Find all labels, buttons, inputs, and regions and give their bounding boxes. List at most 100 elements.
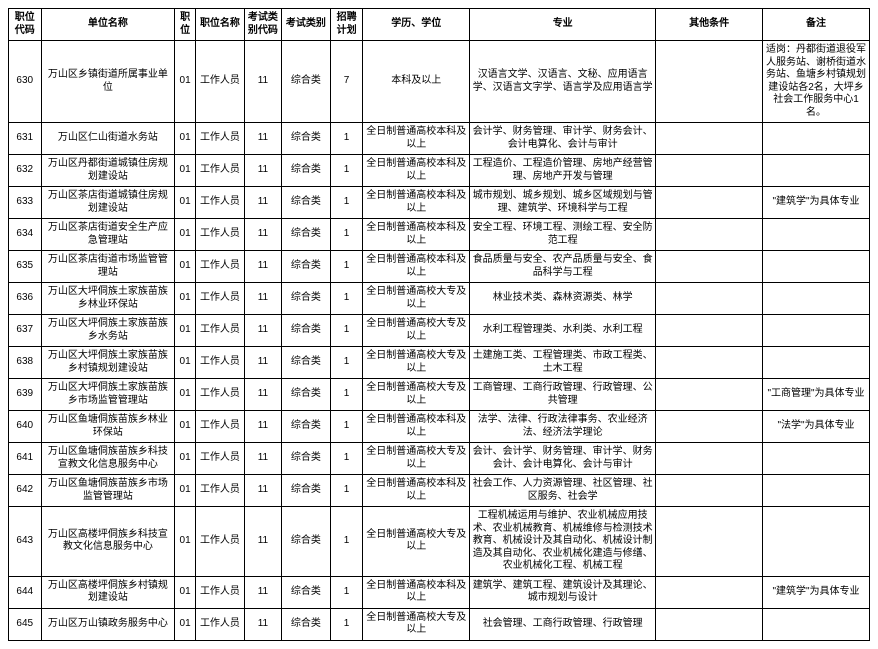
cell-examCode: 11 xyxy=(244,443,281,475)
table-row: 636万山区大坪侗族土家族苗族乡林业环保站01工作人员11综合类1全日制普通高校… xyxy=(9,283,870,315)
cell-unit: 万山区茶店街道市场监管管理站 xyxy=(41,251,175,283)
cell-unit: 万山区丹都街道城镇住房规划建设站 xyxy=(41,155,175,187)
cell-major: 建筑学、建筑工程、建筑设计及其理论、城市规划与设计 xyxy=(470,576,656,608)
cell-note: "法学"为具体专业 xyxy=(763,411,870,443)
cell-examType: 综合类 xyxy=(282,187,331,219)
cell-pos: 01 xyxy=(175,155,196,187)
cell-examType: 综合类 xyxy=(282,443,331,475)
col-examcd: 考试类别代码 xyxy=(244,9,281,41)
table-header: 职位代码 单位名称 职位 职位名称 考试类别代码 考试类别 招聘计划 学历、学位… xyxy=(9,9,870,41)
cell-examCode: 11 xyxy=(244,123,281,155)
cell-major: 林业技术类、森林资源类、林学 xyxy=(470,283,656,315)
cell-major: 社会工作、人力资源管理、社区管理、社区服务、社会学 xyxy=(470,475,656,507)
cell-note xyxy=(763,251,870,283)
cell-unit: 万山区乡镇街道所属事业单位 xyxy=(41,41,175,123)
table-row: 638万山区大坪侗族土家族苗族乡村镇规划建设站01工作人员11综合类1全日制普通… xyxy=(9,347,870,379)
cell-edu: 全日制普通高校本科及以上 xyxy=(363,251,470,283)
cell-plan: 1 xyxy=(330,576,363,608)
table-row: 643万山区高楼坪侗族乡科技宣教文化信息服务中心01工作人员11综合类1全日制普… xyxy=(9,507,870,577)
cell-other xyxy=(656,475,763,507)
cell-unit: 万山区大坪侗族土家族苗族乡水务站 xyxy=(41,315,175,347)
cell-examCode: 11 xyxy=(244,475,281,507)
cell-note xyxy=(763,283,870,315)
cell-examType: 综合类 xyxy=(282,475,331,507)
cell-plan: 1 xyxy=(330,187,363,219)
cell-pos: 01 xyxy=(175,475,196,507)
cell-plan: 1 xyxy=(330,443,363,475)
cell-pos: 01 xyxy=(175,251,196,283)
cell-posName: 工作人员 xyxy=(196,219,245,251)
cell-pos: 01 xyxy=(175,283,196,315)
cell-major: 食品质量与安全、农产品质量与安全、食品科学与工程 xyxy=(470,251,656,283)
cell-note xyxy=(763,219,870,251)
cell-examCode: 11 xyxy=(244,608,281,640)
cell-major: 工商管理、工商行政管理、行政管理、公共管理 xyxy=(470,379,656,411)
cell-edu: 全日制普通高校大专及以上 xyxy=(363,347,470,379)
col-posnm: 职位名称 xyxy=(196,9,245,41)
cell-examType: 综合类 xyxy=(282,315,331,347)
cell-code: 644 xyxy=(9,576,42,608)
col-edu: 学历、学位 xyxy=(363,9,470,41)
table-row: 642万山区鱼塘侗族苗族乡市场监管管理站01工作人员11综合类1全日制普通高校本… xyxy=(9,475,870,507)
cell-plan: 1 xyxy=(330,379,363,411)
cell-other xyxy=(656,123,763,155)
cell-posName: 工作人员 xyxy=(196,576,245,608)
cell-posName: 工作人员 xyxy=(196,379,245,411)
cell-posName: 工作人员 xyxy=(196,315,245,347)
col-code: 职位代码 xyxy=(9,9,42,41)
cell-unit: 万山区万山镇政务服务中心 xyxy=(41,608,175,640)
cell-unit: 万山区高楼坪侗族乡村镇规划建设站 xyxy=(41,576,175,608)
table-row: 641万山区鱼塘侗族苗族乡科技宣教文化信息服务中心01工作人员11综合类1全日制… xyxy=(9,443,870,475)
cell-examType: 综合类 xyxy=(282,251,331,283)
cell-other xyxy=(656,251,763,283)
cell-edu: 全日制普通高校大专及以上 xyxy=(363,379,470,411)
cell-pos: 01 xyxy=(175,41,196,123)
table-row: 634万山区茶店街道安全生产应急管理站01工作人员11综合类1全日制普通高校本科… xyxy=(9,219,870,251)
cell-plan: 1 xyxy=(330,411,363,443)
cell-examCode: 11 xyxy=(244,576,281,608)
cell-pos: 01 xyxy=(175,443,196,475)
cell-pos: 01 xyxy=(175,315,196,347)
cell-unit: 万山区高楼坪侗族乡科技宣教文化信息服务中心 xyxy=(41,507,175,577)
table-row: 632万山区丹都街道城镇住房规划建设站01工作人员11综合类1全日制普通高校本科… xyxy=(9,155,870,187)
cell-edu: 全日制普通高校本科及以上 xyxy=(363,411,470,443)
cell-examCode: 11 xyxy=(244,41,281,123)
cell-posName: 工作人员 xyxy=(196,155,245,187)
cell-note xyxy=(763,507,870,577)
cell-other xyxy=(656,155,763,187)
cell-note: "建筑学"为具体专业 xyxy=(763,187,870,219)
cell-code: 639 xyxy=(9,379,42,411)
cell-unit: 万山区鱼塘侗族苗族乡林业环保站 xyxy=(41,411,175,443)
cell-other xyxy=(656,411,763,443)
cell-unit: 万山区大坪侗族土家族苗族乡市场监管管理站 xyxy=(41,379,175,411)
cell-code: 642 xyxy=(9,475,42,507)
cell-other xyxy=(656,315,763,347)
cell-examCode: 11 xyxy=(244,411,281,443)
table-row: 640万山区鱼塘侗族苗族乡林业环保站01工作人员11综合类1全日制普通高校本科及… xyxy=(9,411,870,443)
cell-examType: 综合类 xyxy=(282,411,331,443)
cell-edu: 全日制普通高校大专及以上 xyxy=(363,283,470,315)
cell-posName: 工作人员 xyxy=(196,187,245,219)
cell-posName: 工作人员 xyxy=(196,123,245,155)
table-row: 630万山区乡镇街道所属事业单位01工作人员11综合类7本科及以上汉语言文学、汉… xyxy=(9,41,870,123)
cell-examCode: 11 xyxy=(244,315,281,347)
cell-other xyxy=(656,219,763,251)
cell-code: 637 xyxy=(9,315,42,347)
cell-plan: 7 xyxy=(330,41,363,123)
cell-code: 630 xyxy=(9,41,42,123)
cell-note xyxy=(763,443,870,475)
cell-pos: 01 xyxy=(175,123,196,155)
cell-pos: 01 xyxy=(175,608,196,640)
cell-code: 632 xyxy=(9,155,42,187)
cell-edu: 全日制普通高校本科及以上 xyxy=(363,155,470,187)
cell-other xyxy=(656,443,763,475)
cell-note xyxy=(763,123,870,155)
cell-unit: 万山区茶店街道城镇住房规划建设站 xyxy=(41,187,175,219)
cell-posName: 工作人员 xyxy=(196,507,245,577)
cell-unit: 万山区大坪侗族土家族苗族乡村镇规划建设站 xyxy=(41,347,175,379)
cell-note: "建筑学"为具体专业 xyxy=(763,576,870,608)
cell-code: 631 xyxy=(9,123,42,155)
cell-unit: 万山区仁山街道水务站 xyxy=(41,123,175,155)
cell-unit: 万山区鱼塘侗族苗族乡市场监管管理站 xyxy=(41,475,175,507)
cell-major: 工程造价、工程造价管理、房地产经营管理、房地产开发与管理 xyxy=(470,155,656,187)
